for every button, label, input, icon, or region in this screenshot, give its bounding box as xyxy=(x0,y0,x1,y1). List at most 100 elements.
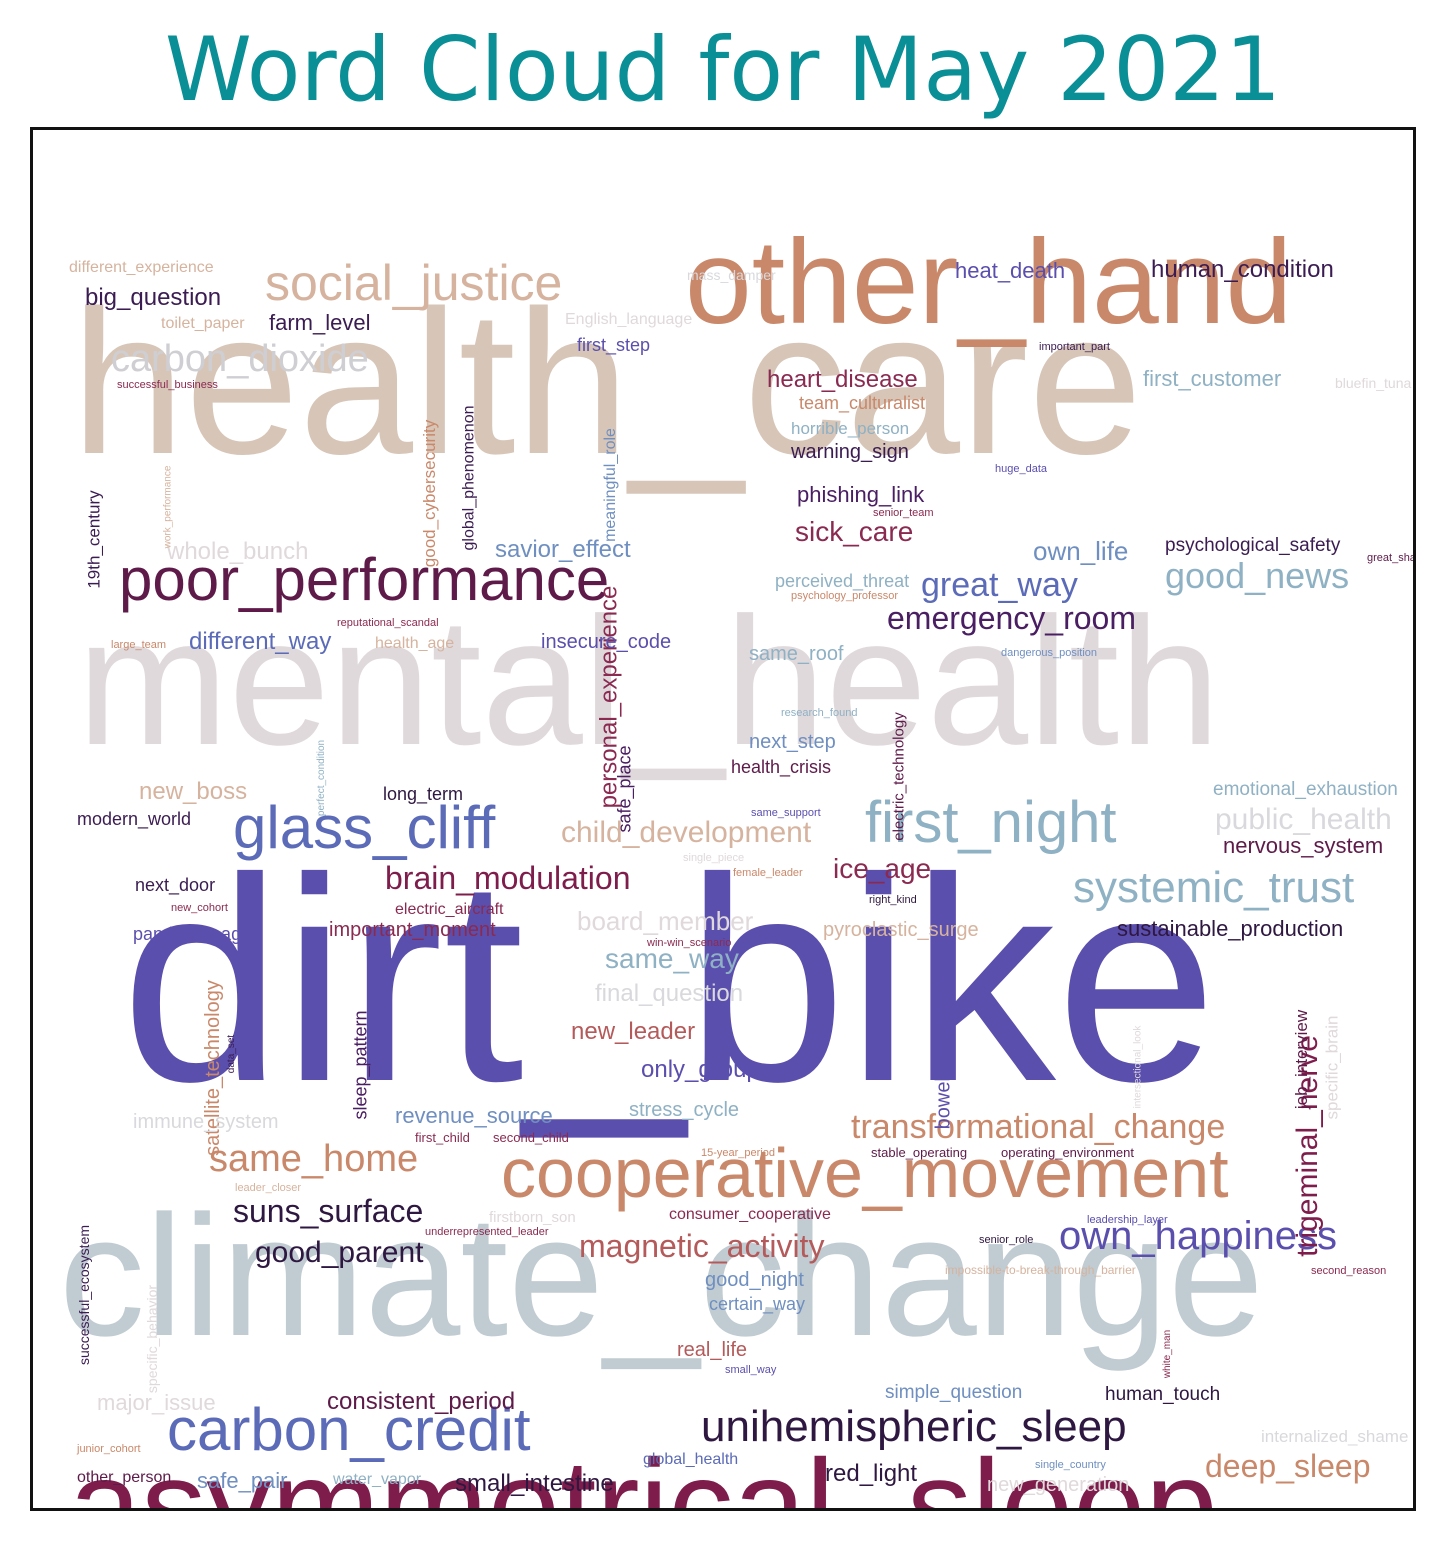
word-first-night: first_night xyxy=(865,790,1117,855)
word-asymmetrical-sleep: asymmetrical_sleep xyxy=(69,1432,1218,1511)
word-suns-surface: suns_surface xyxy=(233,1193,424,1229)
word-team-culturalist: team_culturalist xyxy=(799,393,926,413)
word-pandemic-age: pandemic_age xyxy=(133,924,252,944)
word-successful-business: successful_business xyxy=(117,379,218,391)
word-stress-cycle: stress_cycle xyxy=(629,1099,740,1121)
word-senior-team: senior_team xyxy=(873,507,934,519)
word-climate-change: climate_change xyxy=(59,1180,1264,1372)
word-same-support: same_support xyxy=(751,807,821,819)
word-public-health: public_health xyxy=(1215,803,1392,836)
word-insecure-code: insecure_code xyxy=(541,631,672,653)
chart-title: Word Cloud for May 2021 xyxy=(164,18,1282,121)
word-safe-pair: safe_pair xyxy=(197,1468,288,1493)
word-global-phenomenon: global_phenomenon xyxy=(460,404,478,551)
word-immune-system: immune_system xyxy=(133,1111,279,1133)
word-emotional-exhaustion: emotional_exhaustion xyxy=(1213,779,1398,800)
word-modern-world: modern_world xyxy=(77,809,192,829)
word-second-reason: second_reason xyxy=(1311,1265,1387,1277)
word-deep-sleep: deep_sleep xyxy=(1205,1448,1371,1484)
word-phishing-link: phishing_link xyxy=(797,482,925,507)
word-emergency-room: emergency_room xyxy=(887,600,1136,636)
word-same-home: same_home xyxy=(209,1138,419,1180)
word-unihemispheric-sleep: unihemispheric_sleep xyxy=(701,1402,1127,1451)
word-psychological-safety: psychological_safety xyxy=(1165,535,1341,556)
word-major-issue: major_issue xyxy=(97,1390,216,1415)
word-glass-cliff: glass_cliff xyxy=(233,794,496,861)
word-nervous-system: nervous_system xyxy=(1223,833,1384,858)
word-same-way: same_way xyxy=(605,943,739,974)
word-ice-age: ice_age xyxy=(833,853,932,884)
word-heart-disease: heart_disease xyxy=(767,366,918,393)
word-job-interview: job_interview xyxy=(1292,1009,1312,1110)
word-cooperative-movement: cooperative_movement xyxy=(501,1134,1229,1212)
word-consistent-period: consistent_period xyxy=(327,1388,516,1415)
word-new-generation: new_generation xyxy=(987,1474,1130,1496)
word-good-cybersecurity: good_cybersecurity xyxy=(420,419,440,568)
word-horrible-person: horrible_person xyxy=(791,419,910,438)
word-firstborn-son: firstborn_son xyxy=(489,1209,576,1226)
word-small-way: small_way xyxy=(725,1364,777,1376)
word-intersectional-look: intersectional_look xyxy=(1131,1025,1143,1108)
word-15-year-period: 15-year_period xyxy=(701,1147,775,1159)
word-board-member: board_member xyxy=(577,906,754,936)
word-consumer-cooperative: consumer_cooperative xyxy=(669,1206,831,1223)
word-water-vapor: water_vapor xyxy=(333,1471,422,1488)
word-health-age: health_age xyxy=(375,635,455,652)
word-cloud-canvas: dirt_bike health_care mental_health climate… xyxy=(30,127,1416,1511)
word-dangerous-position: dangerous_position xyxy=(1001,647,1098,659)
word-big-question: big_question xyxy=(85,284,222,311)
word-other-hand: other_hand xyxy=(685,215,1293,349)
word-data-set: data_set xyxy=(226,1034,238,1074)
word-carbon-credit: carbon_credit xyxy=(167,1396,531,1463)
word-farm-level: farm_level xyxy=(269,310,371,335)
word-bowel-movement: bowel_movement xyxy=(931,972,954,1129)
word-poor-performance: poor_performance xyxy=(119,546,610,613)
word-human-touch: human_touch xyxy=(1105,1384,1221,1405)
word-next-door: next_door xyxy=(135,875,216,895)
word-research-found: research_found xyxy=(781,707,858,719)
word-perceived-threat: perceived_threat xyxy=(775,571,910,591)
word-internalized-shame: internalized_shame xyxy=(1261,1427,1409,1446)
word-social-justice: social_justice xyxy=(265,255,563,311)
word-leadership-layer: leadership_layer xyxy=(1087,1214,1168,1226)
word-mental-health: mental_health xyxy=(77,579,1221,783)
word-electric-technology: electric_technology xyxy=(890,711,908,841)
word-bluefin-tuna: bluefin_tuna xyxy=(1335,375,1412,391)
word-senior-role: senior_role xyxy=(979,1234,1034,1246)
word-large-team: large_team xyxy=(111,639,167,651)
word-work-performance: work_performance xyxy=(161,465,173,548)
word-single-country: single_country xyxy=(1035,1459,1106,1471)
word-important-part: important_part xyxy=(1039,341,1110,353)
word-reputational-scandal: reputational_scandal xyxy=(337,617,439,629)
word-english-language: English_language xyxy=(565,311,693,328)
word-huge-data: huge_data xyxy=(995,463,1047,475)
word-19th-century: 19th_century xyxy=(84,489,104,589)
word-specific-brain: specific_brain xyxy=(1321,1015,1341,1119)
word-toilet-paper: toilet_paper xyxy=(161,315,245,332)
word-carbon-dioxide: carbon_dioxide xyxy=(111,338,369,380)
word-psychology-professor: psychology_professor xyxy=(791,590,899,602)
word-long-term: long_term xyxy=(383,784,464,804)
word-junior-cohort: junior_cohort xyxy=(77,1443,141,1455)
word-new-leader: new_leader xyxy=(571,1018,696,1045)
word-pyroclastic-surge: pyroclastic_surge xyxy=(823,919,979,941)
word-single-piece: single_piece xyxy=(683,852,745,864)
word-important-moment: important_moment xyxy=(329,919,496,941)
word-impossible-to-break-through-barrier: impossible-to-break-through_barrier xyxy=(945,1263,1136,1277)
word-revenue-source: revenue_source xyxy=(395,1103,553,1128)
word-warning-sign: warning_sign xyxy=(791,441,909,463)
word-female-leader: female_leader xyxy=(733,867,803,879)
word-safe-place: safe_place xyxy=(614,744,635,833)
word-second-child: second_child xyxy=(493,1130,569,1145)
word-sustainable-production: sustainable_production xyxy=(1117,916,1344,941)
word-human-condition: human_condition xyxy=(1151,256,1334,283)
word-great-way: great_way xyxy=(921,566,1078,604)
word-new-boss: new_boss xyxy=(139,778,248,805)
word-brain-modulation: brain_modulation xyxy=(385,860,631,896)
word-first-step: first_step xyxy=(577,335,651,355)
word-first-customer: first_customer xyxy=(1143,366,1282,391)
word-dirt-bike: dirt_bike xyxy=(121,818,1218,1142)
word-systemic-trust: systemic_trust xyxy=(1073,863,1355,912)
word-electric-aircraft: electric_aircraft xyxy=(395,901,504,918)
word-specific-behavior: specific_behavior xyxy=(144,1284,161,1394)
